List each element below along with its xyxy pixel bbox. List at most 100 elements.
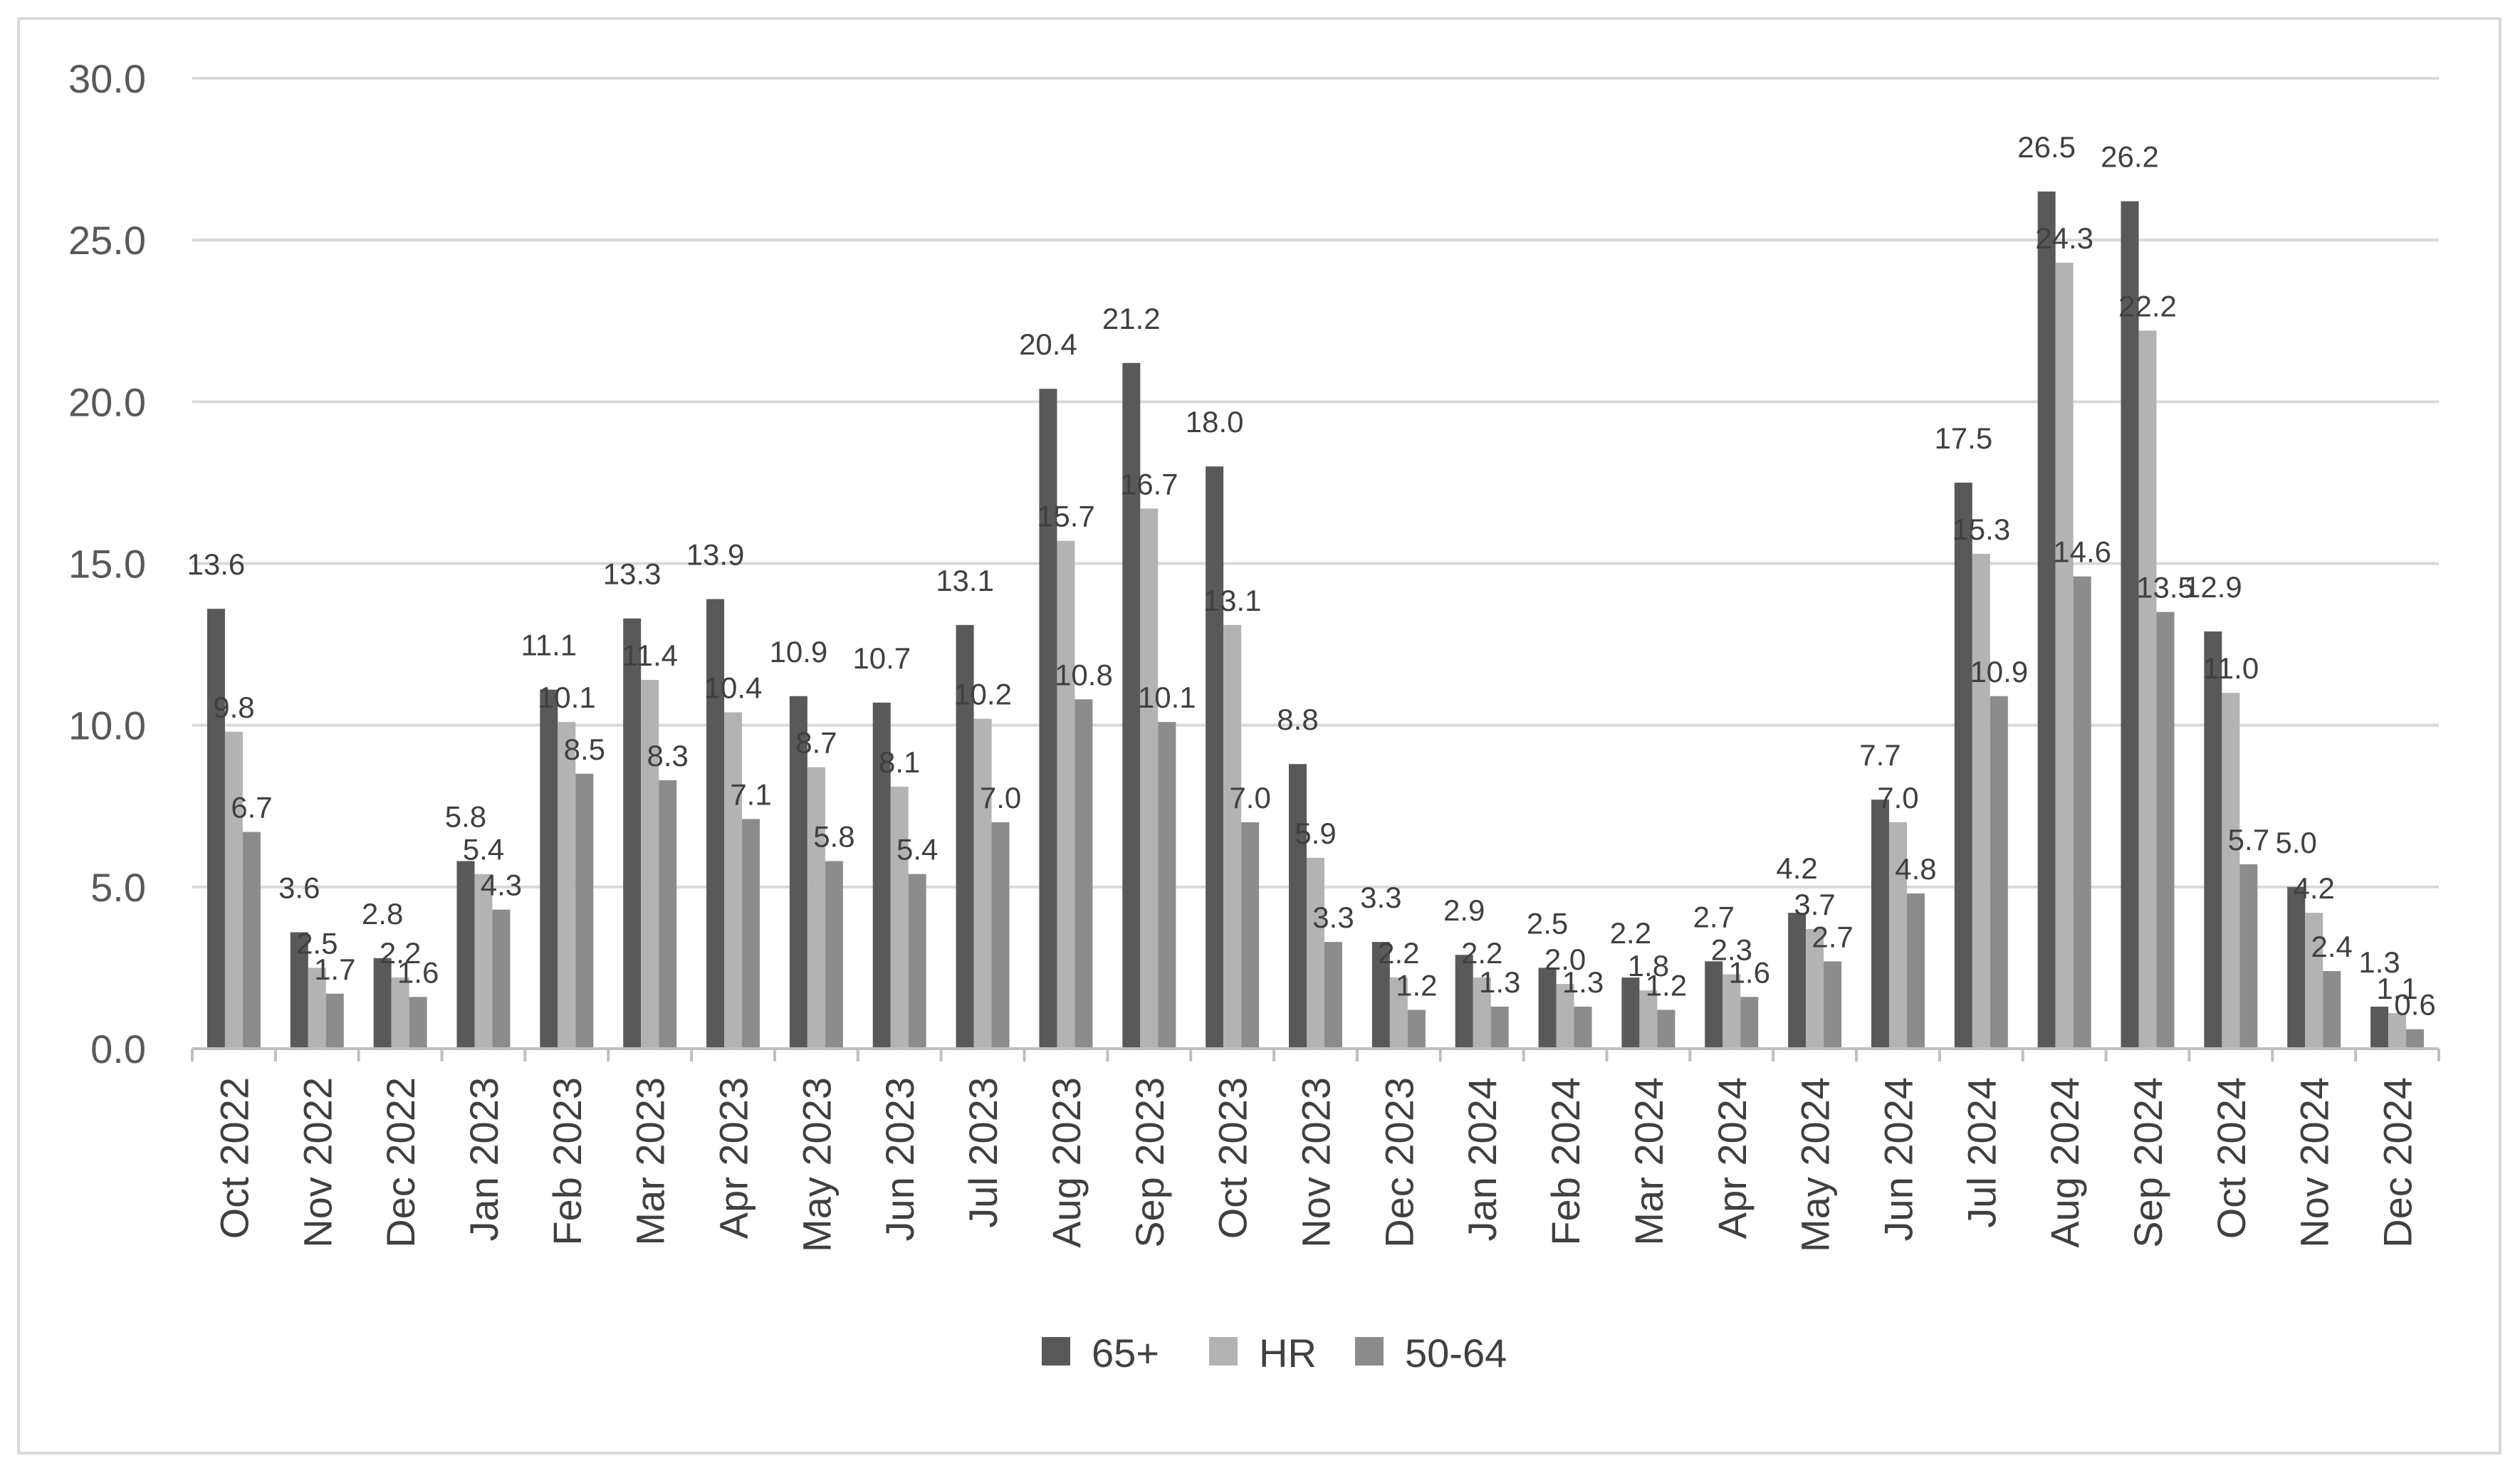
bar	[2323, 970, 2341, 1049]
bar	[325, 993, 344, 1049]
data-label: 11.4	[622, 639, 678, 672]
bar	[1705, 961, 1723, 1049]
data-label: 13.3	[603, 557, 662, 591]
bar	[1722, 974, 1741, 1049]
data-label: 10.1	[538, 681, 596, 714]
x-category-label: Mar 2024	[1626, 1077, 1671, 1246]
gridlines	[192, 77, 2439, 888]
bar	[558, 722, 576, 1049]
y-tick-label: 25.0	[68, 218, 146, 263]
bar	[1389, 977, 1408, 1049]
bar	[540, 689, 558, 1049]
legend-label: 50-64	[1405, 1331, 1507, 1375]
bar	[224, 731, 243, 1049]
data-label: 1.6	[397, 955, 439, 989]
bar	[206, 609, 225, 1049]
data-label: 5.4	[463, 833, 504, 866]
data-label: 3.3	[1360, 881, 1401, 914]
x-category-label: Mar 2023	[628, 1077, 673, 1246]
y-tick-label: 10.0	[68, 703, 146, 748]
y-tick-label: 30.0	[68, 56, 146, 101]
bar	[1538, 968, 1557, 1049]
bar	[409, 997, 427, 1049]
bar	[623, 618, 642, 1049]
bar	[1788, 913, 1807, 1049]
data-label: 2.2	[1461, 936, 1502, 970]
x-category-label: Jan 2023	[461, 1077, 506, 1241]
bar	[1158, 722, 1176, 1049]
bar	[1574, 1006, 1592, 1049]
y-tick-label: 0.0	[90, 1027, 146, 1071]
legend-swatch	[1209, 1337, 1238, 1365]
data-label: 1.3	[1562, 965, 1604, 999]
bar	[825, 861, 843, 1049]
bar	[1639, 990, 1658, 1049]
data-label: 11.1	[521, 629, 577, 662]
data-label: 3.7	[1794, 888, 1835, 921]
x-category-label: Apr 2023	[711, 1077, 756, 1239]
data-label: 2.5	[296, 926, 338, 960]
x-category-label: Dec 2024	[2375, 1077, 2420, 1248]
bar	[1888, 822, 1907, 1049]
bar	[1871, 800, 1889, 1049]
x-category-label: Jan 2024	[1460, 1077, 1505, 1241]
data-label: 14.6	[2053, 535, 2111, 569]
data-label: 1.2	[1646, 968, 1687, 1002]
bar	[1556, 984, 1574, 1049]
x-category-label: Aug 2023	[1044, 1077, 1089, 1248]
data-label: 17.5	[1934, 421, 1992, 455]
bar	[2037, 192, 2056, 1049]
bar	[456, 861, 475, 1049]
bar	[1806, 928, 1824, 1049]
x-category-label: May 2024	[1793, 1077, 1838, 1252]
bar	[575, 773, 594, 1049]
bar	[1621, 977, 1640, 1049]
y-tick-label: 15.0	[68, 542, 146, 587]
data-label: 2.2	[1610, 916, 1651, 950]
bar	[872, 702, 891, 1049]
x-category-label: Nov 2023	[1294, 1077, 1339, 1248]
data-label: 13.6	[187, 547, 246, 581]
bar	[373, 958, 392, 1049]
data-label: 18.0	[1186, 405, 1244, 439]
data-label: 2.0	[1544, 943, 1586, 976]
bar	[956, 624, 974, 1049]
x-category-label: Oct 2022	[211, 1077, 256, 1239]
data-label: 7.1	[730, 777, 771, 811]
bar	[1972, 553, 1990, 1049]
x-category-label: Jun 2024	[1876, 1077, 1920, 1241]
bar	[1954, 482, 1972, 1049]
x-category-label: Oct 2024	[2209, 1077, 2254, 1239]
data-label: 2.7	[1693, 900, 1735, 933]
bar	[1057, 540, 1075, 1049]
bar	[1407, 1010, 1426, 1049]
x-category-label: Sep 2023	[1127, 1077, 1172, 1248]
bar	[2222, 693, 2240, 1049]
x-category-label: Jun 2023	[877, 1077, 922, 1241]
data-label: 9.8	[213, 691, 254, 724]
bar	[724, 712, 743, 1049]
bar	[2305, 913, 2323, 1049]
data-label: 16.7	[1120, 467, 1178, 500]
bar	[706, 599, 725, 1049]
data-label: 7.0	[980, 781, 1021, 814]
data-label: 1.2	[1396, 968, 1437, 1002]
data-label: 13.9	[686, 538, 745, 571]
data-label: 15.3	[1952, 513, 2010, 546]
bar	[2239, 864, 2258, 1049]
data-label: 5.8	[813, 819, 854, 853]
bar	[807, 767, 825, 1049]
bar	[1455, 955, 1473, 1049]
data-label: 1.1	[2376, 972, 2417, 1005]
data-label: 2.4	[2311, 930, 2353, 963]
x-category-label: Oct 2023	[1211, 1077, 1255, 1239]
bar	[2287, 886, 2306, 1049]
bar	[1122, 362, 1141, 1049]
x-category-label: Feb 2023	[545, 1077, 590, 1246]
x-category-label: Nov 2024	[2292, 1077, 2337, 1248]
bar	[2073, 576, 2091, 1049]
data-label: 10.8	[1055, 658, 1113, 691]
bar	[1824, 961, 1842, 1049]
bar	[492, 909, 511, 1049]
legend-label: HR	[1259, 1331, 1317, 1375]
